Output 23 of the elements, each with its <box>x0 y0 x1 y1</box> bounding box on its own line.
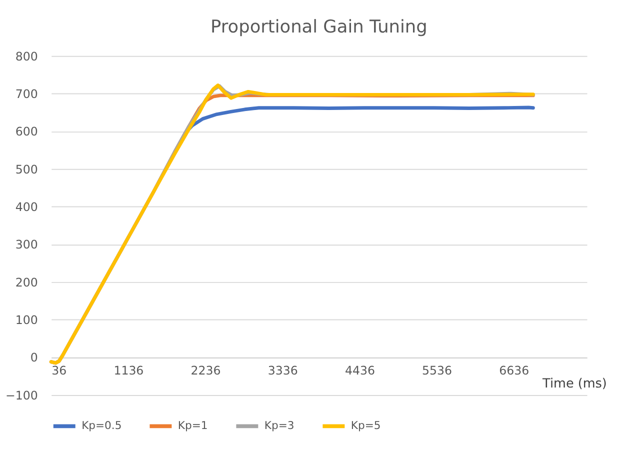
x-tick-label: 2236 <box>190 364 221 378</box>
y-tick-label: −100 <box>5 388 38 402</box>
y-tick-label: 500 <box>15 162 38 176</box>
x-tick-label: 1136 <box>114 364 144 378</box>
legend-label: Kp=0.5 <box>82 419 122 432</box>
legend-label: Kp=3 <box>264 419 294 432</box>
y-tick-label: 400 <box>15 200 38 214</box>
legend-label: Kp=5 <box>350 419 381 432</box>
y-tick-label: 100 <box>15 313 38 328</box>
x-tick-label: 5536 <box>422 364 452 378</box>
legend-label: Kp=1 <box>178 419 208 432</box>
y-tick-label: 700 <box>15 86 38 101</box>
y-tick-label: 300 <box>15 238 38 252</box>
x-tick-label: 36 <box>52 364 67 378</box>
y-tick-label: 800 <box>15 49 38 64</box>
y-tick-label: 0 <box>30 350 38 365</box>
y-tick-label: 600 <box>15 124 38 139</box>
x-tick-label: 6636 <box>499 364 530 378</box>
x-tick-label: 3336 <box>268 364 298 378</box>
x-axis-title: Time (ms) <box>542 376 607 392</box>
chart-title: Proportional Gain Tuning <box>210 17 428 38</box>
y-tick-label: 200 <box>15 275 38 290</box>
x-tick-label: 4436 <box>344 364 375 378</box>
